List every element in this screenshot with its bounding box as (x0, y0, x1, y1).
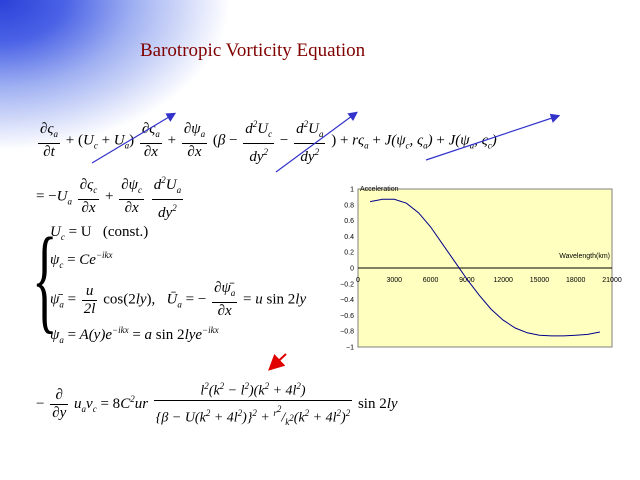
y-tick-label: 0.4 (344, 234, 354, 241)
chart-svg: 10.80.60.40.20−0.2−0.4−0.6−0.8−10 3000 600… (340, 186, 622, 352)
x-tick-label: 12000 (493, 277, 513, 284)
chart-title: Acceleration (360, 186, 399, 193)
psic-definition: ψc = Ce−ikx (50, 250, 113, 270)
system-brace: { (32, 213, 58, 344)
momentum-flux-equation: − ∂ ∂y uavc = 8C2ur l2(k2 − l2)(k2 + 4l2)… (36, 378, 398, 431)
x-axis-label: Wavelength(km) (559, 253, 610, 260)
strike-arrow-right (425, 113, 561, 161)
acceleration-chart: 1 0.8 0.6 0.4 0.2 0 −0.2 −0.4 −0.6 −0.8 −1 0 3000 600… (334, 183, 624, 355)
strike-arrow-left (91, 112, 177, 164)
x-tick-label: 21000 (602, 277, 622, 284)
x-tick-label: 0 (356, 277, 360, 284)
vorticity-equation: ∂ςa∂t + (Uc + Ua) ∂ςa∂x + ∂ψa∂x (β − d2U… (36, 116, 497, 166)
psia-definition: ψa = A(y)e−ikx = a sin 2lye−ikx (50, 325, 219, 345)
x-tick-label: 3000 (386, 277, 402, 284)
x-tick-label: 9000 (459, 277, 475, 284)
psia-bar-definition: ψ̄a = u 2l cos(2ly), Ūa = − ∂ψ̄a ∂x = u si… (50, 280, 307, 319)
rhs-equation: = −Ua ∂ςc ∂x + ∂ψc ∂x d2Ua dy2 (36, 172, 185, 222)
x-tick-label: 15000 (530, 277, 550, 284)
y-tick-label: 0.8 (344, 202, 354, 209)
y-tick-label: 0 (350, 266, 354, 273)
y-tick-label: 0.2 (344, 250, 354, 257)
pointer-arrow (268, 353, 287, 371)
y-tick-label: 0.6 (344, 218, 354, 225)
y-tick-label: −0.6 (340, 313, 354, 320)
x-tick-label: 6000 (423, 277, 439, 284)
y-tick-label: −0.4 (340, 297, 354, 304)
y-tick-label: −0.8 (340, 329, 354, 336)
y-tick-label: 1 (350, 187, 354, 194)
x-tick-label: 18000 (566, 277, 586, 284)
y-tick-label: −0.2 (340, 281, 354, 288)
uc-definition: Uc = U (const.) (50, 224, 149, 242)
y-tick-label: −1 (346, 345, 354, 352)
acceleration-series-line (370, 198, 600, 337)
slide-title: Barotropic Vorticity Equation (140, 40, 366, 61)
strike-arrow-middle (275, 111, 358, 173)
